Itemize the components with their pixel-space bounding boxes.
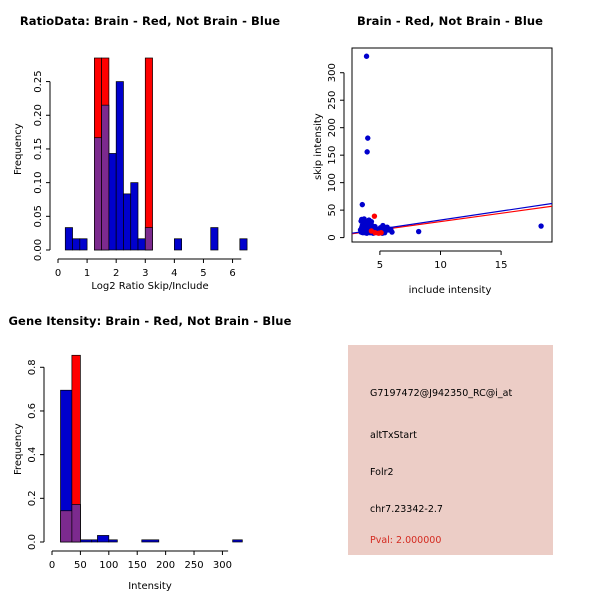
ratio-bar-not-brain	[108, 153, 117, 251]
gene-y-tick-label: 0.2	[27, 490, 38, 506]
gene-bars-group	[60, 354, 243, 543]
intensity-scatter-panel: Brain - Red, Not Brain - Blue 0 50 100 150 2…	[300, 0, 600, 300]
scatter-y-tick-label: 200	[327, 118, 338, 137]
probe-id-text: G7197472@J942350_RC@i_at	[370, 388, 513, 399]
ratio-bar-not-brain	[123, 193, 132, 251]
gene-x-tick-label: 250	[184, 560, 203, 571]
locus-text: chr7.23342-2.7	[370, 504, 443, 515]
gene-x-tick-label: 300	[213, 560, 232, 571]
ratio-bar-not-brain	[239, 238, 248, 251]
scatter-point-not-brain	[415, 228, 422, 235]
scatter-points-group	[352, 53, 552, 236]
scatter-point-not-brain	[363, 53, 370, 59]
gene-plot-canvas: 0.0 0.2 0.4 0.6 0.8 0 50 100 150 200 250 300	[27, 354, 243, 571]
gene-bar-not-brain	[232, 539, 243, 543]
gene-y-tick-label: 0.4	[27, 447, 38, 463]
scatter-y-tick-label: 0	[327, 234, 338, 240]
scatter-x-tick-label: 10	[434, 260, 447, 271]
ratio-x-tick-label: 2	[113, 268, 119, 279]
gene-axes	[40, 366, 229, 555]
ratio-x-tick-label: 1	[84, 268, 90, 279]
scatter-point-not-brain	[365, 135, 371, 141]
probe-info-box: G7197472@J942350_RC@i_at altTxStart Folr…	[348, 345, 553, 555]
ratio-x-tick-label: 6	[229, 268, 235, 279]
gene-y-axis-label: Frequency	[13, 423, 24, 475]
scatter-point-brain	[371, 213, 378, 219]
gene-x-tick-label: 0	[49, 560, 55, 571]
gene-bar-not-brain	[80, 539, 93, 543]
scatter-plot-canvas: 0 50 100 150 200 250 300 5 10 15	[327, 47, 553, 271]
ratio-y-tick-label: 0.15	[33, 138, 44, 160]
ratio-y-tick-label: 0.25	[33, 70, 44, 92]
gene-bar-overlap	[71, 504, 81, 543]
scatter-axes	[340, 72, 502, 255]
gene-x-tick-label: 50	[74, 560, 87, 571]
scatter-x-tick-label: 5	[377, 260, 383, 271]
gene-y-tick-label: 0.8	[27, 359, 38, 375]
gene-bar-not-brain	[141, 539, 160, 543]
ratio-bars-group	[64, 57, 248, 251]
ratio-bar-not-brain	[130, 182, 139, 251]
ratio-bar-overlap	[94, 137, 102, 251]
ratio-y-axis-label: Frequency	[13, 123, 24, 175]
ratio-x-tick-label: 5	[200, 268, 206, 279]
scatter-y-tick-label: 100	[327, 173, 338, 192]
ratio-y-tick-label: 0.00	[33, 239, 44, 261]
gene-symbol-text: Folr2	[370, 467, 394, 478]
ratio-bar-brain	[144, 57, 153, 251]
ratio-bar-not-brain	[115, 81, 124, 251]
ratio-plot-title: RatioData: Brain - Red, Not Brain - Blue	[19, 14, 281, 28]
ratio-x-tick-label: 3	[142, 268, 148, 279]
gene-x-tick-label: 200	[156, 560, 175, 571]
ratio-y-tick-label: 0.05	[33, 205, 44, 227]
ratio-bar-not-brain	[137, 238, 146, 251]
scatter-y-tick-label: 300	[327, 63, 338, 82]
scatter-y-tick-label: 150	[327, 146, 338, 165]
ratio-x-tick-label: 0	[55, 268, 61, 279]
scatter-point-not-brain	[359, 201, 366, 208]
gene-bar-not-brain	[108, 539, 118, 543]
scatter-point-not-brain	[538, 223, 544, 229]
ratio-bar-overlap	[144, 227, 153, 251]
scatter-plot-title: Brain - Red, Not Brain - Blue	[356, 14, 544, 28]
gene-bar-overlap	[60, 510, 73, 543]
gene-x-axis-label: Intensity	[128, 581, 172, 592]
scatter-point-not-brain	[368, 218, 375, 225]
pval-text: Pval: 2.000000	[370, 535, 442, 546]
ratio-x-axis-label: Log2 Ratio Skip/Include	[91, 281, 209, 292]
gene-plot-title: Gene Itensity: Brain - Red, Not Brain - …	[8, 314, 292, 328]
scatter-x-axis-label: include intensity	[408, 285, 492, 296]
ratio-plot-canvas: 0.00 0.05 0.10 0.15 0.20 0.25 0 1 2 3 4 5 6	[33, 57, 248, 279]
probe-info-panel: G7197472@J942350_RC@i_at altTxStart Folr…	[300, 300, 600, 600]
ratio-bar-not-brain	[72, 238, 81, 251]
scatter-point-not-brain	[389, 229, 395, 235]
ratio-y-tick-label: 0.10	[33, 171, 44, 193]
scatter-y-tick-label: 50	[327, 204, 338, 217]
ratio-bar-not-brain	[210, 227, 219, 251]
ratio-y-tick-label: 0.20	[33, 104, 44, 126]
ratio-x-tick-label: 4	[171, 268, 177, 279]
scatter-plot-box	[351, 47, 553, 243]
ratio-bar-not-brain	[64, 227, 73, 251]
gene-bar-not-brain	[91, 539, 98, 543]
gene-y-tick-label: 0.6	[27, 403, 38, 419]
scatter-y-axis-label: skip intensity	[313, 113, 324, 180]
scatter-y-tick-label: 250	[327, 91, 338, 110]
gene-intensity-panel: Gene Itensity: Brain - Red, Not Brain - …	[0, 300, 300, 600]
ratio-bar-not-brain	[174, 238, 182, 251]
ratio-histogram-panel: RatioData: Brain - Red, Not Brain - Blue…	[0, 0, 300, 300]
gene-x-tick-label: 100	[99, 560, 118, 571]
scatter-point-not-brain	[364, 149, 370, 155]
event-type-text: altTxStart	[370, 430, 417, 441]
ratio-axes	[46, 81, 242, 263]
gene-y-tick-label: 0.0	[27, 534, 38, 550]
ratio-bar-overlap	[101, 104, 110, 251]
scatter-x-tick-label: 15	[495, 260, 508, 271]
gene-bar-not-brain	[97, 535, 110, 543]
ratio-bar-not-brain	[79, 238, 88, 251]
scatter-point-brain	[378, 229, 384, 236]
gene-x-tick-label: 150	[128, 560, 147, 571]
